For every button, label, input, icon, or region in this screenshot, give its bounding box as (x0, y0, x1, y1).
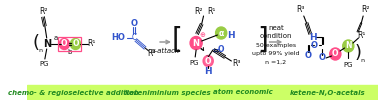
Text: HO: HO (111, 34, 125, 42)
Text: ]: ] (257, 26, 268, 54)
Text: O: O (205, 56, 211, 66)
Text: upto 99% yield: upto 99% yield (252, 52, 300, 56)
Circle shape (215, 27, 227, 39)
Text: N: N (345, 42, 352, 50)
Circle shape (59, 38, 70, 50)
Text: H: H (204, 66, 212, 76)
Text: n: n (360, 57, 364, 62)
Text: ··: ·· (206, 54, 209, 58)
Bar (58, 37, 81, 51)
Text: ): ) (354, 44, 361, 62)
Text: 50 examples: 50 examples (256, 44, 296, 48)
Text: C: C (131, 34, 136, 42)
Text: R¹: R¹ (87, 40, 96, 48)
Text: ⊕: ⊕ (200, 32, 206, 38)
Text: PG: PG (39, 61, 49, 67)
Text: N: N (193, 38, 200, 48)
Circle shape (330, 48, 341, 60)
Text: PG: PG (344, 62, 353, 68)
Circle shape (203, 56, 213, 66)
Text: (: ( (32, 34, 39, 52)
Circle shape (190, 36, 202, 50)
Text: condition: condition (260, 33, 292, 39)
Circle shape (343, 40, 354, 52)
Text: H: H (309, 32, 317, 42)
Text: neat: neat (268, 25, 284, 31)
Text: N: N (43, 39, 52, 49)
Text: keteniminium species: keteniminium species (125, 89, 210, 96)
Text: PG: PG (189, 60, 199, 66)
Text: R¹: R¹ (207, 6, 215, 16)
Text: [: [ (172, 26, 183, 54)
Text: O: O (319, 54, 326, 62)
Text: atom economic: atom economic (213, 90, 273, 96)
Circle shape (70, 38, 81, 50)
Text: b: b (68, 49, 72, 55)
Text: O: O (332, 50, 339, 58)
Text: O: O (72, 40, 79, 48)
Text: R³: R³ (147, 48, 156, 58)
Text: ketene-N,O-acetals: ketene-N,O-acetals (289, 89, 365, 96)
Text: n =1,2: n =1,2 (265, 60, 287, 64)
Text: R¹: R¹ (357, 30, 366, 40)
Text: R²: R² (362, 6, 370, 14)
Text: R²: R² (40, 8, 48, 16)
Text: O: O (218, 46, 225, 54)
Text: H: H (228, 30, 235, 40)
Text: O: O (305, 52, 312, 60)
Text: R³: R³ (232, 58, 240, 68)
Text: a: a (54, 35, 58, 41)
Text: n: n (38, 48, 42, 54)
Text: chemo- & regioselective addition: chemo- & regioselective addition (8, 89, 138, 96)
Text: O: O (130, 18, 138, 28)
Bar (27, 85, 378, 100)
Text: α-attack: α-attack (151, 48, 180, 54)
Text: O: O (310, 40, 318, 50)
Text: O: O (61, 40, 68, 48)
Text: α: α (218, 28, 224, 38)
Text: R²: R² (195, 6, 203, 16)
Text: R³: R³ (297, 6, 305, 14)
